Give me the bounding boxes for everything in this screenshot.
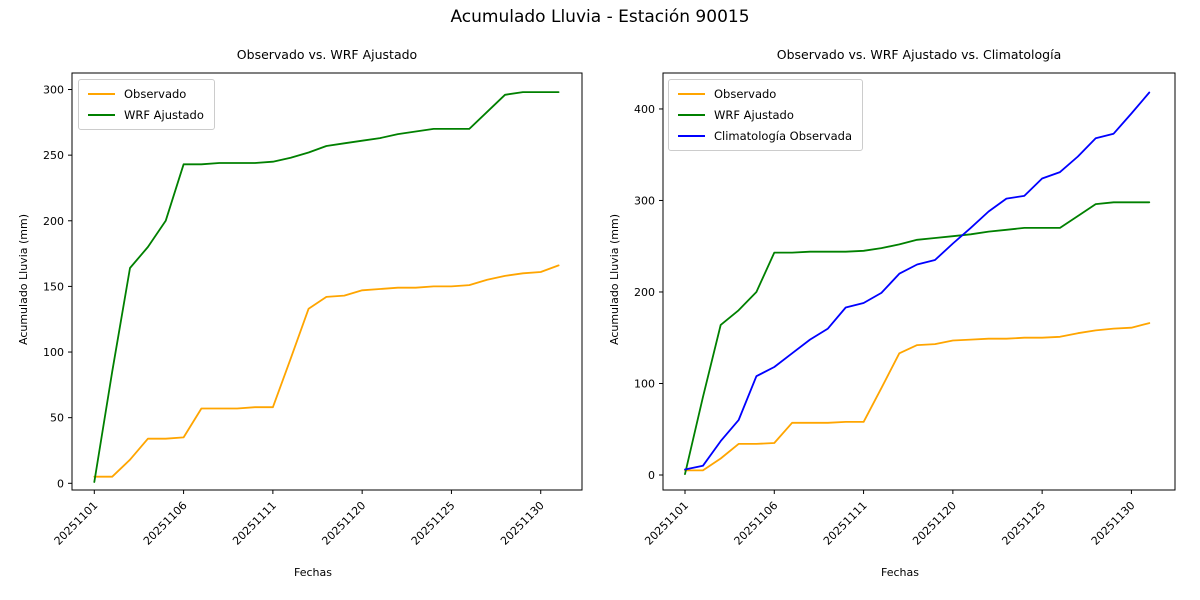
right-chart-xlabel: Fechas [881, 566, 919, 579]
x-tick-label: 20251101 [642, 499, 691, 548]
x-tick-label: 20251120 [910, 499, 959, 548]
series-line-wrf-ajustado [684, 201, 1151, 476]
right-chart-legend: Observado WRF Ajustado Climatología Observ… [668, 79, 863, 151]
figure-title: Acumulado Lluvia - Estación 90015 [450, 7, 750, 27]
right-chart-title: Observado vs. WRF Ajustado vs. Climatolo… [776, 47, 1062, 62]
legend-swatch [88, 113, 115, 117]
legend-swatch [678, 92, 705, 96]
y-tick-label: 200 [43, 215, 64, 228]
legend-item: WRF Ajustado [678, 107, 852, 123]
legend-item: Observado [88, 86, 204, 102]
x-tick-label: 20251120 [319, 499, 368, 548]
y-tick-label: 0 [648, 469, 655, 482]
legend-label: WRF Ajustado [714, 108, 794, 122]
legend-swatch [678, 113, 705, 117]
x-tick-label: 20251130 [498, 499, 547, 548]
plot-border [662, 72, 1176, 491]
x-tick-label: 20251125 [999, 499, 1048, 548]
x-tick-label: 20251111 [230, 499, 279, 548]
y-tick-label: 400 [634, 103, 655, 116]
left-chart-title: Observado vs. WRF Ajustado [236, 47, 418, 62]
left-chart-legend: Observado WRF Ajustado [78, 79, 215, 130]
right-chart-ylabel: Acumulado Lluvia (mm) [608, 213, 621, 346]
legend-item: Observado [678, 86, 852, 102]
left-chart-ylabel: Acumulado Lluvia (mm) [17, 213, 30, 346]
legend-item: WRF Ajustado [88, 107, 204, 123]
y-tick-label: 300 [43, 84, 64, 97]
legend-label: WRF Ajustado [124, 108, 204, 122]
legend-label: Observado [714, 87, 777, 101]
series-line-climatolog-a-observada [684, 91, 1151, 471]
legend-swatch [678, 134, 705, 138]
y-tick-label: 50 [50, 412, 64, 425]
y-tick-label: 100 [43, 346, 64, 359]
x-tick-label: 20251130 [1089, 499, 1138, 548]
legend-swatch [88, 92, 115, 96]
y-tick-label: 300 [634, 194, 655, 207]
legend-label: Observado [124, 87, 187, 101]
legend-item: Climatología Observada [678, 128, 852, 144]
x-tick-label: 20251111 [821, 499, 870, 548]
series-line-observado [93, 264, 560, 478]
left-chart-xlabel: Fechas [294, 566, 332, 579]
x-tick-label: 20251106 [732, 499, 781, 548]
series-line-wrf-ajustado [93, 91, 560, 483]
y-tick-label: 250 [43, 149, 64, 162]
x-tick-label: 20251106 [141, 499, 190, 548]
plot-border [71, 72, 583, 491]
x-tick-label: 20251101 [52, 499, 101, 548]
legend-label: Climatología Observada [714, 129, 852, 143]
left-chart-plot: 0 50 100 150 200 250 300 20251101 20251106 202511… [43, 72, 583, 548]
y-tick-label: 200 [634, 286, 655, 299]
y-tick-label: 100 [634, 377, 655, 390]
y-tick-label: 0 [57, 477, 64, 490]
y-tick-label: 150 [43, 280, 64, 293]
series-line-observado [684, 322, 1151, 472]
x-tick-label: 20251125 [409, 499, 458, 548]
